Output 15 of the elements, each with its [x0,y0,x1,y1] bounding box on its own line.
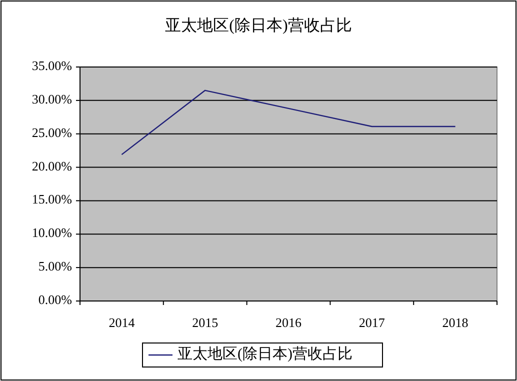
x-tick-label: 2014 [108,314,136,330]
y-tick-label: 15.00% [32,192,72,207]
y-tick-label: 30.00% [32,91,72,106]
y-tick-label: 20.00% [32,158,72,174]
x-tick-label: 2017 [358,314,386,330]
y-tick-label: 0.00% [38,292,72,307]
y-tick-label: 35.00% [32,58,72,73]
chart-title: 亚太地区(除日本)营收占比 [165,16,352,35]
x-tick-label: 2015 [192,314,218,330]
y-tick-label: 5.00% [38,258,72,274]
y-tick-label: 25.00% [32,124,72,140]
y-tick-label: 10.00% [32,225,72,240]
legend-label: 亚太地区(除日本)营收占比 [178,345,352,362]
x-tick-label: 2016 [276,314,302,330]
x-tick-label: 2018 [442,314,468,330]
